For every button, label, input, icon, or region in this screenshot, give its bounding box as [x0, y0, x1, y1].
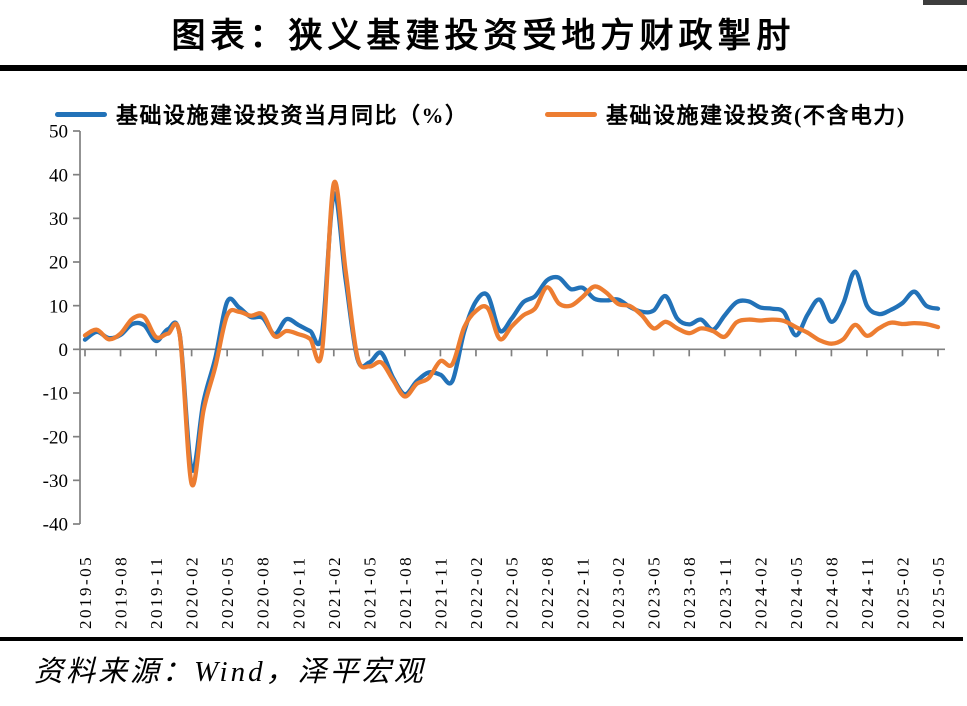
window-corner-mark — [923, 0, 967, 5]
x-tick-label: 2021-11 — [431, 555, 450, 629]
title-divider — [0, 65, 967, 71]
x-tick-label: 2025-02 — [894, 555, 913, 629]
y-tick-label: 40 — [49, 165, 68, 186]
legend-item-monthly-yoy: 基础设施建设投资当月同比（%） — [55, 101, 469, 128]
x-tick-label: 2019-05 — [76, 555, 95, 629]
y-tick-label: 20 — [49, 253, 68, 274]
y-tick-label: -40 — [43, 515, 68, 536]
series-line-1 — [82, 179, 941, 488]
y-tick-label: 10 — [49, 296, 68, 317]
x-tick-label: 2020-11 — [289, 555, 308, 629]
x-tick-label: 2022-08 — [538, 555, 557, 629]
x-tick-label: 2019-08 — [112, 555, 131, 629]
x-tick-label: 2020-08 — [254, 555, 273, 629]
series-line-0 — [82, 191, 941, 473]
x-tick-label: 2022-11 — [574, 555, 593, 629]
x-tick-label: 2021-02 — [325, 555, 344, 629]
source-note: 资料来源：Wind，泽平宏观 — [34, 656, 426, 688]
x-tick-label: 2020-02 — [183, 555, 202, 629]
x-tick-label: 2022-02 — [467, 555, 486, 629]
legend-label: 基础设施建设投资当月同比（%） — [116, 103, 469, 128]
x-tick-label: 2021-08 — [396, 555, 415, 629]
x-tick-label: 2023-05 — [645, 555, 664, 629]
y-tick-label: -20 — [43, 427, 68, 448]
x-tick-label: 2024-05 — [787, 555, 806, 629]
y-tick-label: 50 — [49, 122, 68, 143]
x-tick-label: 2024-08 — [822, 555, 841, 629]
x-tick-label: 2024-11 — [858, 555, 877, 629]
legend-line-swatch-blue-icon — [55, 111, 107, 117]
x-tick-label: 2020-05 — [218, 555, 237, 629]
y-tick-label: -30 — [43, 471, 68, 492]
x-tick-label: 2023-08 — [680, 555, 699, 629]
footer-divider — [0, 637, 963, 641]
x-tick-label: 2019-11 — [147, 555, 166, 629]
x-tick-label: 2025-05 — [929, 555, 948, 629]
y-tick-label: 30 — [49, 209, 68, 230]
x-tick-label: 2023-11 — [716, 555, 735, 629]
legend-item-excl-power: 基础设施建设投资(不含电力) — [545, 101, 906, 128]
legend-line-swatch-orange-icon — [545, 111, 597, 117]
legend-label: 基础设施建设投资(不含电力) — [606, 103, 906, 128]
y-tick-label: 0 — [59, 340, 69, 361]
y-tick-label: -10 — [43, 384, 68, 405]
x-tick-label: 2022-05 — [503, 555, 522, 629]
x-tick-label: 2021-05 — [360, 555, 379, 629]
x-tick-label: 2023-02 — [609, 555, 628, 629]
x-tick-label: 2024-02 — [751, 555, 770, 629]
page-title: 图表：狭义基建投资受地方财政掣肘 — [171, 18, 796, 55]
